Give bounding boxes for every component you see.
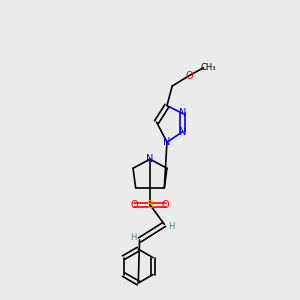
Text: O: O [162,200,170,210]
Text: N: N [146,154,154,164]
Text: O: O [130,200,138,210]
Text: O: O [185,71,193,81]
Text: N: N [163,137,171,147]
Text: H: H [168,223,174,232]
Text: CH₃: CH₃ [201,63,216,72]
Text: N: N [179,127,186,137]
Text: N: N [179,109,186,118]
Text: H: H [130,233,136,242]
Text: S: S [146,200,154,210]
